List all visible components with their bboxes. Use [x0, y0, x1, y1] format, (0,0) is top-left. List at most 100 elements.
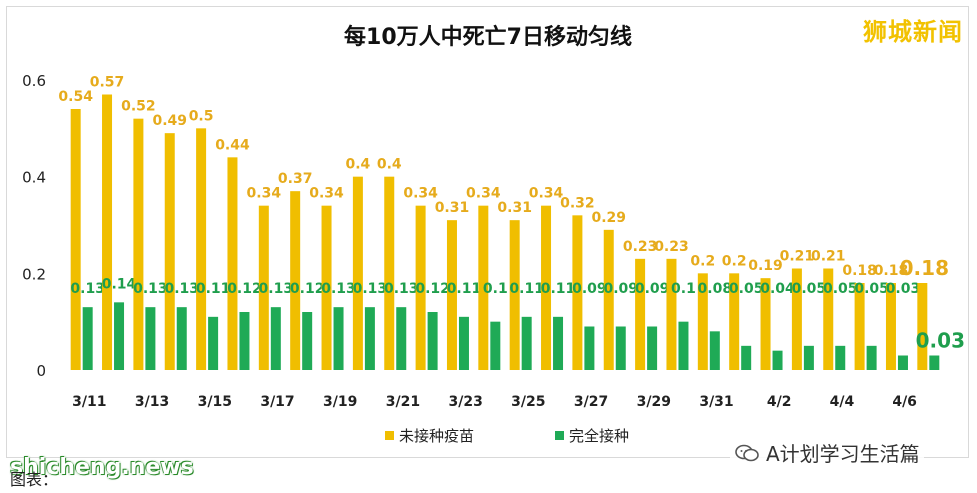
bar-vaccinated — [333, 307, 344, 370]
data-label-unvaccinated: 0.57 — [90, 75, 125, 91]
y-tick-label: 0.2 — [22, 265, 46, 283]
data-label-vaccinated: 0.04 — [760, 281, 795, 297]
data-label-unvaccinated: 0.5 — [189, 108, 214, 124]
data-label-vaccinated: 0.13 — [353, 281, 388, 297]
bar-unvaccinated — [321, 205, 332, 370]
x-tick-label: 3/31 — [699, 394, 733, 410]
data-label-vaccinated: 0.03 — [916, 329, 965, 353]
data-label-vaccinated: 0.11 — [541, 281, 576, 297]
bar-vaccinated — [364, 307, 375, 370]
data-label-unvaccinated: 0.18 — [900, 256, 949, 280]
data-label-vaccinated: 0.09 — [635, 281, 670, 297]
data-label-vaccinated: 0.08 — [698, 281, 733, 297]
legend: 未接种疫苗 完全接种 — [385, 427, 629, 445]
legend-label: 完全接种 — [569, 427, 629, 445]
data-label-unvaccinated: 0.23 — [654, 239, 689, 255]
x-tick-label: 3/27 — [574, 394, 608, 410]
wechat-watermark: A计划学习生活篇 — [730, 438, 924, 467]
x-tick-label: 3/29 — [637, 394, 671, 410]
bar-unvaccinated — [509, 220, 520, 370]
bar-unvaccinated — [70, 109, 81, 370]
data-label-unvaccinated: 0.34 — [466, 186, 501, 202]
bar-vaccinated — [772, 350, 783, 370]
data-label-unvaccinated: 0.18 — [842, 263, 877, 279]
x-tick-label: 4/6 — [892, 394, 917, 410]
data-label-vaccinated: 0.11 — [196, 281, 231, 297]
bar-vaccinated — [835, 345, 846, 370]
data-label-unvaccinated: 0.4 — [345, 157, 370, 173]
x-tick-label: 4/4 — [830, 394, 855, 410]
bar-unvaccinated — [478, 205, 489, 370]
bar-unvaccinated — [164, 133, 175, 370]
bar-vaccinated — [678, 321, 689, 370]
bar-unvaccinated — [352, 176, 363, 370]
bar-unvaccinated — [102, 94, 113, 370]
data-label-unvaccinated: 0.44 — [215, 137, 250, 153]
data-label-unvaccinated: 0.19 — [748, 258, 783, 274]
bar-unvaccinated — [258, 205, 269, 370]
data-label-vaccinated: 0.12 — [227, 281, 262, 297]
data-label-vaccinated: 0.1 — [483, 281, 508, 297]
bar-vaccinated — [145, 307, 156, 370]
x-tick-label: 3/23 — [448, 394, 482, 410]
wechat-account-name: A计划学习生活篇 — [766, 442, 920, 466]
data-label-unvaccinated: 0.54 — [58, 89, 93, 105]
bar-vaccinated — [239, 312, 250, 370]
data-label-vaccinated: 0.12 — [290, 281, 325, 297]
data-label-vaccinated: 0.03 — [886, 281, 921, 297]
data-label-unvaccinated: 0.31 — [497, 200, 532, 216]
bar-vaccinated — [647, 326, 658, 370]
data-label-unvaccinated: 0.2 — [722, 253, 747, 269]
bar-unvaccinated — [854, 283, 865, 370]
bar-vaccinated — [458, 316, 469, 370]
x-tick-label: 3/19 — [323, 394, 357, 410]
bar-vaccinated — [208, 316, 219, 370]
bar-unvaccinated — [133, 118, 144, 371]
bar-vaccinated — [929, 355, 940, 370]
bar-unvaccinated — [196, 128, 207, 370]
bar-vaccinated — [427, 312, 438, 370]
bar-unvaccinated — [603, 229, 614, 370]
bar-vaccinated — [521, 316, 532, 370]
y-axis: 0 0.2 0.4 0.6 — [22, 72, 46, 380]
x-tick-label: 4/2 — [767, 394, 792, 410]
bar-unvaccinated — [885, 283, 896, 370]
bar-unvaccinated — [666, 258, 677, 370]
bar-vaccinated — [897, 355, 908, 370]
legend-swatch — [555, 431, 564, 440]
bar-vaccinated — [553, 316, 564, 370]
data-label-unvaccinated: 0.18 — [874, 263, 909, 279]
bar-vaccinated — [803, 345, 814, 370]
bar-unvaccinated — [290, 191, 301, 370]
wechat-icon — [735, 444, 759, 461]
bar-group: 0.540.130.570.140.520.130.490.130.50.110… — [58, 75, 965, 371]
x-axis: 3/11 3/13 3/15 3/17 3/19 3/21 3/23 3/25 3/27 3/29… — [72, 394, 917, 410]
bar-unvaccinated — [227, 157, 238, 370]
legend-swatch — [385, 431, 394, 440]
data-label-unvaccinated: 0.34 — [403, 186, 438, 202]
data-label-vaccinated: 0.13 — [321, 281, 356, 297]
data-label-unvaccinated: 0.29 — [591, 210, 626, 226]
data-label-vaccinated: 0.1 — [671, 281, 696, 297]
data-label-vaccinated: 0.05 — [792, 281, 827, 297]
bar-unvaccinated — [572, 215, 583, 370]
bar-vaccinated — [584, 326, 595, 370]
bar-vaccinated — [866, 345, 877, 370]
data-label-vaccinated: 0.09 — [603, 281, 638, 297]
bar-vaccinated — [114, 302, 125, 370]
data-label-vaccinated: 0.05 — [854, 281, 889, 297]
data-label-vaccinated: 0.11 — [447, 281, 482, 297]
data-label-unvaccinated: 0.23 — [623, 239, 658, 255]
bar-unvaccinated — [635, 258, 646, 370]
data-label-unvaccinated: 0.21 — [780, 249, 815, 265]
bar-vaccinated — [270, 307, 281, 370]
bar-vaccinated — [741, 345, 752, 370]
x-tick-label: 3/13 — [135, 394, 169, 410]
bar-vaccinated — [176, 307, 187, 370]
data-label-unvaccinated: 0.37 — [278, 171, 313, 187]
brand-logo: 狮城新闻 — [863, 18, 963, 46]
data-label-unvaccinated: 0.32 — [560, 195, 595, 211]
data-label-unvaccinated: 0.4 — [377, 157, 402, 173]
data-label-unvaccinated: 0.34 — [247, 186, 282, 202]
